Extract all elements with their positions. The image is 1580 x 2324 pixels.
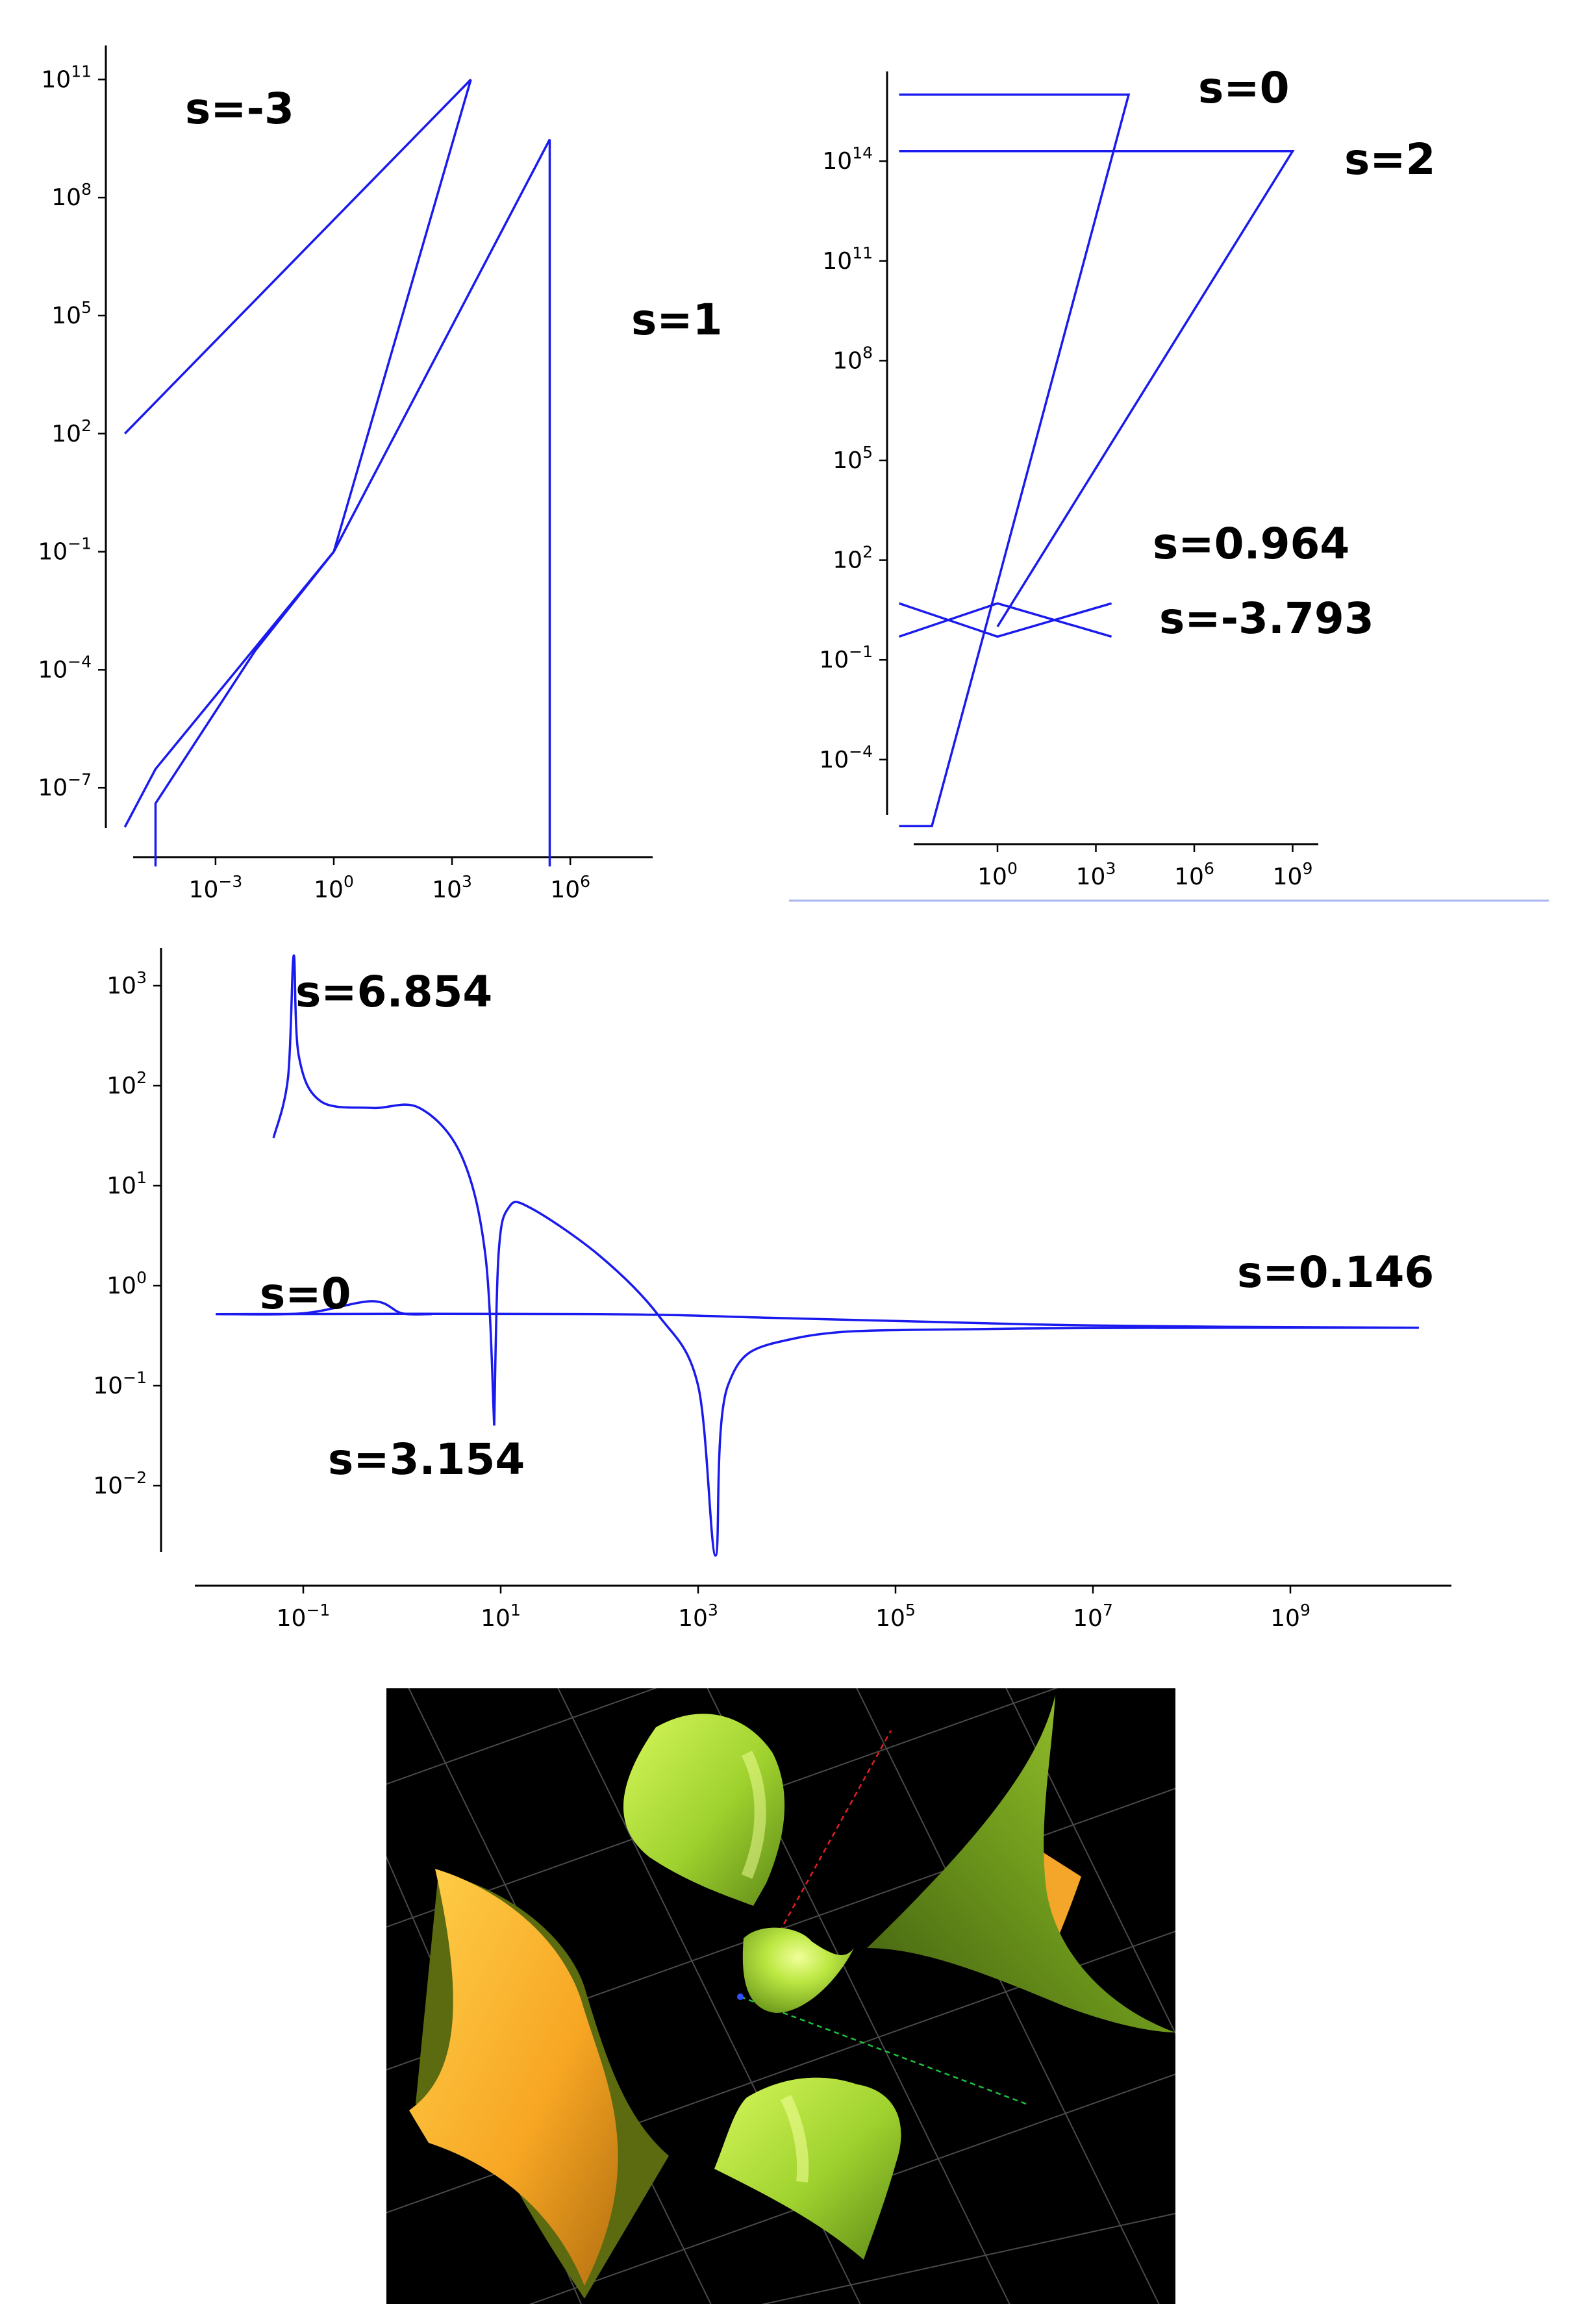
x-tick-label: 103 (678, 1601, 718, 1632)
x-tick-label: 105 (875, 1601, 916, 1632)
y-tick-label: 105 (833, 443, 873, 474)
y-tick-label: 1011 (41, 62, 92, 93)
curves (123, 79, 551, 867)
series-line-1 (493, 1201, 1419, 1557)
x-tick-label: 10−3 (189, 872, 243, 903)
series-line-0 (272, 954, 495, 1426)
annotation-s-2: s=2 (1344, 134, 1436, 184)
series-line-1 (899, 150, 1295, 627)
x-tick-label: 100 (314, 872, 354, 903)
series-line-1 (154, 79, 472, 867)
annotation-s-0: s=0 (260, 1269, 351, 1319)
surface-right-green (867, 1695, 1175, 2032)
x-tick-label: 100 (977, 859, 1018, 890)
y-ticks: 10−7 10−4 10−1 102 105 108 1011 (38, 62, 106, 801)
y-tick-label: 1014 (822, 144, 873, 175)
x-ticks: 10−1 101 103 105 107 109 (277, 1586, 1310, 1632)
series-line-3 (216, 1312, 1419, 1329)
curves (216, 954, 1419, 1557)
series-line-3 (898, 602, 1112, 638)
panel-middle: 10−2 10−1 100 101 102 103 10−1 101 103 105 107 109… (93, 948, 1451, 1632)
y-tick-label: 10−4 (819, 742, 873, 773)
y-ticks: 10−4 10−1 102 105 108 1011 1014 (819, 144, 887, 773)
annotation-s-3-154: s=3.154 (328, 1434, 525, 1484)
x-tick-label: 101 (481, 1601, 521, 1632)
y-tick-label: 10−4 (38, 652, 92, 683)
panel-top-right: 10−4 10−1 102 105 108 1011 1014 100 103 106 109 s… (789, 63, 1549, 902)
y-tick-label: 108 (833, 343, 873, 374)
x-tick-label: 106 (550, 872, 590, 903)
y-tick-label: 10−1 (93, 1368, 147, 1399)
x-tick-label: 107 (1073, 1601, 1113, 1632)
x-tick-label: 103 (1076, 859, 1116, 890)
y-tick-label: 105 (51, 298, 92, 329)
series-line-0 (899, 94, 1131, 827)
annotation-s-0-146: s=0.146 (1237, 1247, 1434, 1297)
x-tick-label: 103 (432, 872, 472, 903)
series-line-2 (898, 602, 1112, 638)
x-tick-label: 109 (1270, 1601, 1310, 1632)
y-tick-label: 100 (107, 1268, 147, 1299)
surface-left-orange (409, 1869, 618, 2286)
3d-surface-render (386, 1688, 1175, 2304)
y-tick-label: 102 (833, 543, 873, 574)
y-tick-label: 101 (107, 1168, 147, 1199)
x-tick-label: 109 (1273, 859, 1313, 890)
series-line-2 (123, 138, 551, 867)
y-tick-label: 10−1 (819, 642, 873, 673)
x-tick-label: 10−1 (277, 1601, 331, 1632)
surface-center-green (742, 1927, 854, 2013)
annotation-s-minus-3: s=-3 (185, 84, 294, 134)
annotation-s-minus-3-793: s=-3.793 (1159, 593, 1374, 643)
y-tick-label: 103 (107, 968, 147, 999)
annotation-s-1: s=1 (631, 295, 723, 345)
y-tick-label: 1011 (822, 244, 873, 275)
y-tick-label: 108 (51, 180, 92, 211)
y-tick-label: 10−1 (38, 534, 92, 566)
x-tick-label: 106 (1174, 859, 1214, 890)
annotation-s-0-964: s=0.964 (1153, 519, 1349, 569)
curves (898, 94, 1295, 827)
y-tick-label: 102 (107, 1068, 147, 1099)
series-line-0 (123, 79, 472, 435)
y-tick-label: 10−2 (93, 1468, 147, 1499)
surface-top-green (623, 1714, 785, 1906)
y-tick-label: 10−7 (38, 770, 92, 801)
y-ticks: 10−2 10−1 100 101 102 103 (93, 968, 161, 1499)
y-tick-label: 102 (51, 416, 92, 447)
annotation-s-6-854: s=6.854 (295, 967, 492, 1017)
x-ticks: 10−3 100 103 106 (189, 857, 590, 903)
x-ticks: 100 103 106 109 (977, 844, 1312, 890)
render-axes (737, 1730, 1027, 2105)
annotation-s-0: s=0 (1198, 63, 1290, 113)
